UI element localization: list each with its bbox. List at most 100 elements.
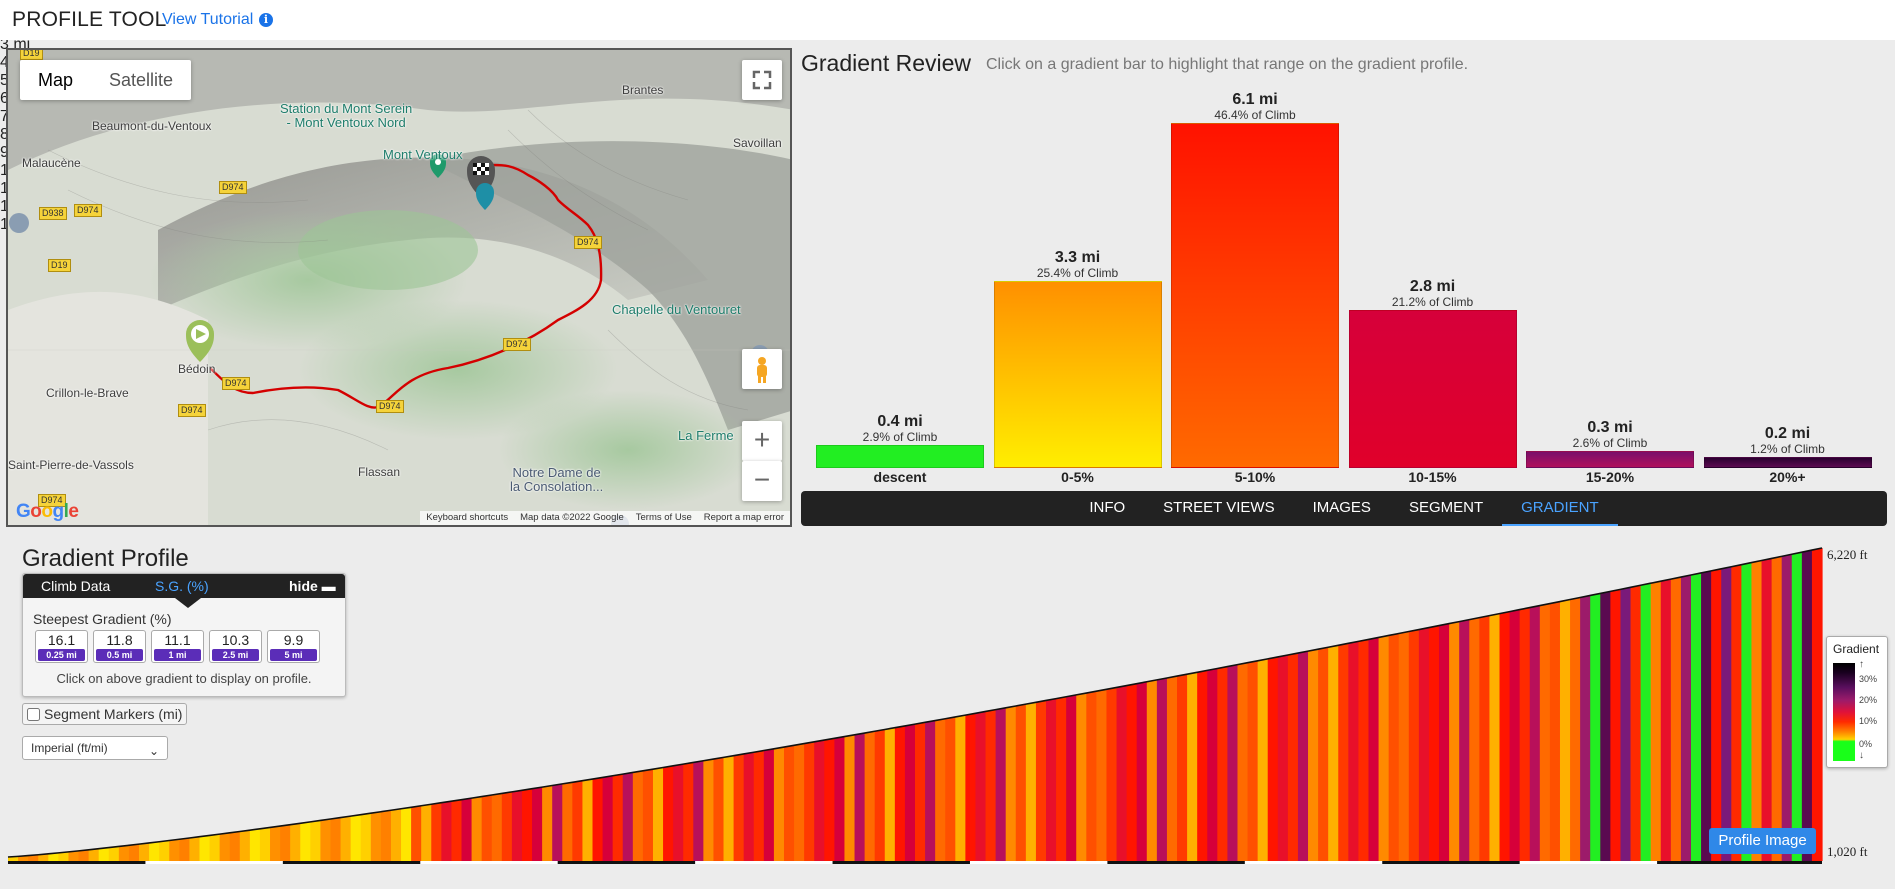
profile-segment[interactable]	[441, 801, 453, 861]
profile-segment[interactable]	[1035, 700, 1047, 861]
profile-segment[interactable]	[219, 832, 231, 861]
profile-image-button[interactable]: Profile Image	[1709, 828, 1816, 854]
profile-segment[interactable]	[511, 790, 523, 861]
profile-segment[interactable]	[1590, 593, 1601, 861]
profile-segment[interactable]	[1096, 689, 1108, 861]
profile-segment[interactable]	[1771, 556, 1783, 861]
hide-button[interactable]: hide ▬	[289, 574, 336, 598]
profile-segment[interactable]	[1711, 568, 1722, 861]
profile-segment[interactable]	[723, 755, 735, 861]
profile-segment[interactable]	[1368, 637, 1380, 861]
profile-segment[interactable]	[1378, 635, 1390, 861]
profile-segment[interactable]	[431, 802, 442, 861]
profile-segment[interactable]	[743, 752, 755, 861]
profile-segment[interactable]	[562, 782, 573, 861]
profile-segment[interactable]	[421, 804, 432, 861]
profile-segment[interactable]	[229, 831, 241, 861]
mont-ventoux-pin-icon[interactable]	[476, 183, 494, 210]
profile-segment[interactable]	[159, 840, 170, 861]
fullscreen-icon[interactable]	[742, 60, 782, 100]
gradient-bar-rect[interactable]	[1348, 310, 1517, 468]
zoom-out-button[interactable]: −	[742, 461, 782, 501]
profile-segment[interactable]	[1277, 655, 1289, 861]
profile-segment[interactable]	[592, 777, 604, 861]
profile-segment[interactable]	[844, 734, 856, 861]
profile-segment[interactable]	[1046, 698, 1057, 861]
segment-markers-checkbox[interactable]	[27, 707, 40, 721]
profile-segment[interactable]	[925, 720, 936, 861]
profile-segment[interactable]	[1660, 579, 1672, 861]
profile-segment[interactable]	[1247, 660, 1259, 861]
profile-segment[interactable]	[169, 839, 180, 861]
profile-segment[interactable]	[1348, 641, 1360, 861]
profile-segment[interactable]	[1721, 566, 1732, 861]
profile-segment[interactable]	[1146, 679, 1158, 861]
profile-segment[interactable]	[249, 828, 261, 861]
profile-segment[interactable]	[1529, 605, 1541, 861]
profile-segment[interactable]	[1237, 662, 1249, 861]
gradient-bar-4[interactable]: 0.3 mi 2.6% of Climb 15-20%	[1526, 80, 1694, 490]
profile-segment[interactable]	[1701, 570, 1712, 861]
profile-segment[interactable]	[370, 811, 382, 861]
tab-gradient[interactable]: GRADIENT	[1502, 491, 1618, 526]
profile-segment[interactable]	[1136, 681, 1148, 861]
profile-segment[interactable]	[1439, 623, 1450, 861]
profile-segment[interactable]	[612, 774, 624, 861]
profile-segment[interactable]	[481, 795, 493, 861]
profile-segment[interactable]	[1197, 670, 1208, 861]
profile-segment[interactable]	[330, 817, 342, 861]
profile-segment[interactable]	[1741, 562, 1753, 861]
profile-segment[interactable]	[1126, 683, 1138, 861]
profile-segment[interactable]	[824, 738, 835, 861]
tab-images[interactable]: IMAGES	[1312, 499, 1371, 516]
profile-segment[interactable]	[1408, 629, 1420, 861]
profile-segment[interactable]	[975, 711, 987, 861]
map-type-map-button[interactable]: Map	[38, 70, 74, 90]
profile-segment[interactable]	[1509, 609, 1521, 861]
profile-segment[interactable]	[1287, 653, 1299, 861]
profile-segment[interactable]	[1580, 595, 1591, 861]
profile-segment[interactable]	[259, 827, 271, 861]
profile-segment[interactable]	[48, 852, 59, 861]
profile-segment[interactable]	[1620, 587, 1632, 861]
profile-segment[interactable]	[834, 736, 846, 861]
profile-segment[interactable]	[1418, 627, 1430, 861]
gradient-bar-3[interactable]: 2.8 mi 21.2% of Climb 10-15%	[1348, 80, 1517, 490]
profile-segment[interactable]	[1811, 548, 1823, 861]
profile-segment[interactable]	[68, 850, 80, 861]
profile-segment[interactable]	[108, 846, 120, 861]
report-error-link[interactable]: Report a map error	[703, 512, 784, 523]
profile-segment[interactable]	[632, 770, 644, 861]
pegman-icon[interactable]	[742, 349, 782, 389]
station-pin-icon[interactable]	[430, 154, 446, 178]
profile-segment[interactable]	[1469, 617, 1480, 861]
profile-segment[interactable]	[1318, 647, 1329, 861]
profile-segment[interactable]	[1801, 550, 1813, 861]
profile-segment[interactable]	[1187, 672, 1198, 861]
gradient-bar-rect[interactable]	[816, 445, 984, 468]
profile-segment[interactable]	[804, 741, 815, 861]
profile-segment[interactable]	[874, 729, 886, 861]
gradient-bar-1[interactable]: 3.3 mi 25.4% of Climb 0-5%	[993, 80, 1162, 490]
profile-segment[interactable]	[542, 785, 553, 861]
profile-segment[interactable]	[118, 845, 130, 861]
profile-segment[interactable]	[239, 830, 251, 861]
profile-segment[interactable]	[1519, 607, 1531, 861]
profile-segment[interactable]	[1449, 621, 1460, 861]
gradient-profile-chart[interactable]	[0, 540, 1895, 889]
profile-segment[interactable]	[642, 769, 654, 861]
profile-segment[interactable]	[1267, 656, 1279, 861]
steepest-gradient-item[interactable]: 10.3 2.5 mi	[209, 630, 262, 663]
profile-segment[interactable]	[1630, 585, 1642, 861]
profile-segment[interactable]	[1559, 599, 1571, 861]
profile-segment[interactable]	[189, 836, 201, 861]
profile-segment[interactable]	[128, 844, 140, 861]
profile-segment[interactable]	[1217, 666, 1229, 861]
profile-segment[interactable]	[733, 753, 745, 861]
profile-segment[interactable]	[572, 780, 584, 861]
profile-segment[interactable]	[1539, 603, 1551, 861]
profile-segment[interactable]	[350, 814, 362, 861]
profile-segment[interactable]	[763, 748, 775, 861]
profile-segment[interactable]	[78, 849, 90, 861]
profile-segment[interactable]	[1640, 583, 1652, 861]
